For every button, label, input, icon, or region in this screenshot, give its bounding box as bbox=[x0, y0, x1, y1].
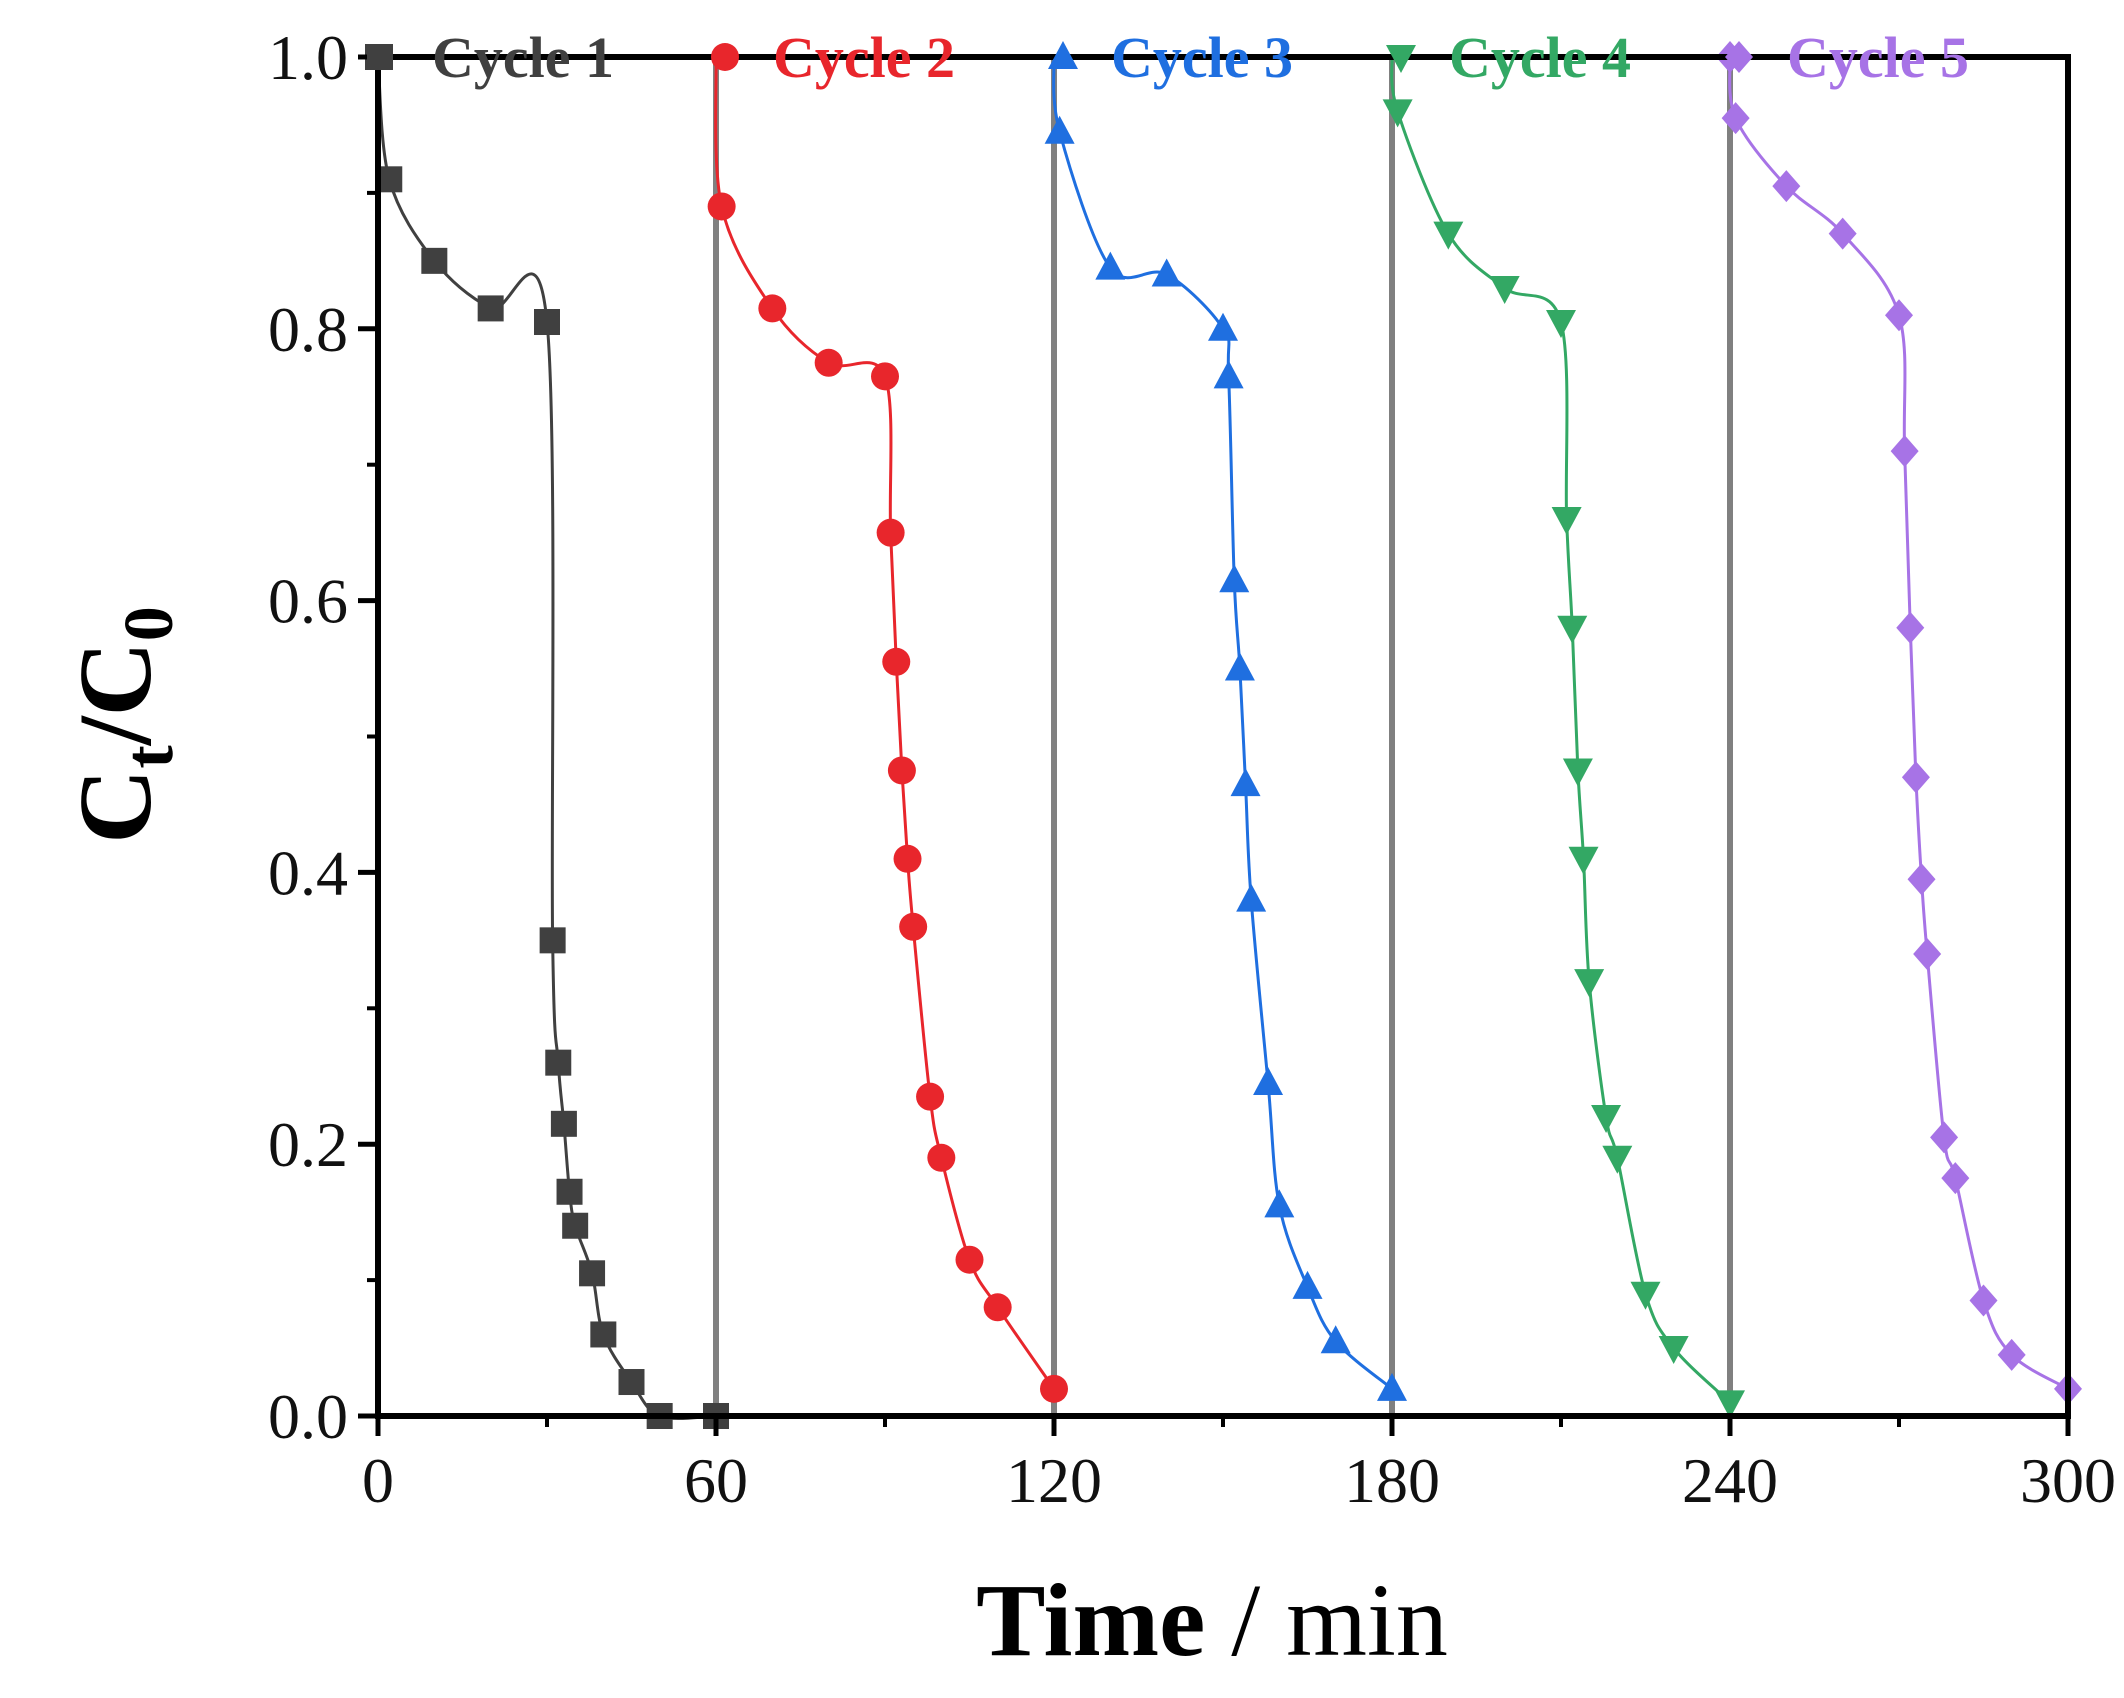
cycle-separators bbox=[713, 57, 1733, 1416]
data-point-cycle-5 bbox=[1885, 299, 1913, 332]
data-point-cycle-2 bbox=[882, 647, 911, 676]
data-point-cycle-1 bbox=[550, 1110, 577, 1137]
x-tick-label: 0 bbox=[362, 1445, 394, 1516]
legend-marker-cycle-5 bbox=[1725, 41, 1753, 73]
data-point-cycle-3 bbox=[1095, 251, 1126, 280]
legend-label-cycle-4: Cycle 4 bbox=[1449, 25, 1631, 90]
data-point-cycle-5 bbox=[1721, 102, 1750, 135]
legend: Cycle 1 Cycle 2 Cycle 3 Cycle 4 Cycle 5 bbox=[367, 25, 1969, 90]
data-point-cycle-5 bbox=[1969, 1284, 1998, 1317]
data-point-cycle-3 bbox=[1253, 1067, 1284, 1096]
y-tick-label: 0.0 bbox=[268, 1381, 348, 1452]
y-axis-title: Ct/C0 bbox=[58, 606, 188, 843]
y-tick-label: 0.4 bbox=[268, 837, 348, 908]
legend-marker-cycle-2 bbox=[711, 43, 739, 71]
legend-label-cycle-1: Cycle 1 bbox=[432, 25, 614, 90]
data-point-cycle-4 bbox=[1602, 1145, 1633, 1174]
y-axis-ticks: 0.0 0.2 0.4 0.6 0.8 1.0 bbox=[268, 22, 378, 1452]
data-point-cycle-5 bbox=[1772, 170, 1801, 203]
data-point-cycle-1 bbox=[545, 1049, 572, 1076]
data-point-cycle-2 bbox=[758, 294, 787, 323]
data-point-cycle-4 bbox=[1658, 1336, 1689, 1365]
x-axis-title: Time / min bbox=[976, 1563, 1448, 1678]
data-point-cycle-2 bbox=[916, 1082, 945, 1111]
y-tick-label: 0.2 bbox=[268, 1109, 348, 1180]
data-point-cycle-2 bbox=[899, 912, 928, 941]
data-point-cycle-4 bbox=[1546, 310, 1576, 339]
data-point-cycle-3 bbox=[1224, 652, 1255, 681]
data-point-cycle-5 bbox=[1907, 863, 1936, 896]
data-point-cycle-2 bbox=[707, 192, 736, 221]
data-point-cycle-2 bbox=[983, 1293, 1012, 1322]
data-point-cycle-5 bbox=[1913, 937, 1942, 970]
data-point-cycle-4 bbox=[1557, 615, 1588, 644]
data-point-cycle-3 bbox=[1208, 312, 1238, 341]
y-tick-label: 0.8 bbox=[268, 294, 348, 365]
data-point-cycle-1 bbox=[590, 1321, 617, 1348]
series-line-cycle-4 bbox=[1390, 56, 1732, 1404]
data-point-cycle-4 bbox=[1551, 507, 1582, 536]
data-point-cycle-3 bbox=[1236, 883, 1267, 912]
data-point-cycle-2 bbox=[955, 1245, 984, 1274]
data-point-cycle-2 bbox=[814, 348, 843, 377]
data-point-cycle-5 bbox=[1930, 1121, 1959, 1154]
data-point-cycle-4 bbox=[1630, 1281, 1661, 1310]
data-point-cycle-2 bbox=[893, 844, 922, 873]
data-point-cycle-2 bbox=[1040, 1374, 1068, 1403]
data-point-cycle-1 bbox=[421, 247, 448, 274]
data-point-cycle-3 bbox=[1377, 1372, 1407, 1401]
data-point-cycle-1 bbox=[534, 309, 560, 336]
data-point-cycle-3 bbox=[1213, 360, 1244, 389]
data-point-cycle-5 bbox=[1997, 1338, 2026, 1371]
data-point-cycle-2 bbox=[876, 518, 905, 547]
legend-label-cycle-5: Cycle 5 bbox=[1787, 25, 1969, 90]
data-point-cycle-5 bbox=[1828, 217, 1857, 250]
data-point-cycle-3 bbox=[1219, 564, 1250, 593]
data-point-cycle-1 bbox=[539, 927, 566, 954]
data-point-cycle-4 bbox=[1568, 846, 1599, 875]
data-point-cycle-5 bbox=[1941, 1162, 1970, 1195]
data-point-cycle-5 bbox=[1890, 435, 1919, 468]
x-tick-label: 120 bbox=[1006, 1445, 1102, 1516]
data-point-cycle-5 bbox=[1896, 611, 1925, 644]
legend-label-cycle-3: Cycle 3 bbox=[1111, 25, 1293, 90]
data-point-cycle-5 bbox=[1901, 761, 1930, 794]
legend-marker-cycle-4 bbox=[1386, 45, 1416, 73]
data-point-cycle-4 bbox=[1433, 221, 1464, 250]
x-tick-label: 60 bbox=[684, 1445, 748, 1516]
data-point-cycle-4 bbox=[1715, 1390, 1745, 1419]
data-point-cycle-4 bbox=[1382, 99, 1413, 128]
legend-marker-cycle-1 bbox=[367, 44, 393, 70]
data-point-cycle-3 bbox=[1292, 1270, 1323, 1299]
data-point-cycle-2 bbox=[887, 756, 916, 785]
data-point-cycle-1 bbox=[618, 1369, 645, 1396]
data-point-cycle-4 bbox=[1574, 969, 1605, 998]
data-point-cycle-4 bbox=[1489, 276, 1520, 305]
data-point-cycle-4 bbox=[1591, 1105, 1622, 1134]
data-point-cycle-2 bbox=[927, 1143, 956, 1172]
data-point-cycle-2 bbox=[871, 362, 899, 391]
x-tick-label: 300 bbox=[2020, 1445, 2116, 1516]
data-point-cycle-1 bbox=[556, 1178, 583, 1205]
data-point-cycle-3 bbox=[1044, 115, 1075, 144]
data-point-cycle-3 bbox=[1151, 258, 1182, 287]
y-tick-label: 1.0 bbox=[268, 22, 348, 93]
data-point-cycle-3 bbox=[1230, 768, 1261, 797]
legend-label-cycle-2: Cycle 2 bbox=[773, 25, 955, 90]
data-point-cycle-3 bbox=[1320, 1325, 1351, 1354]
data-point-cycle-1 bbox=[562, 1212, 589, 1239]
y-tick-label: 0.6 bbox=[268, 566, 348, 637]
data-point-cycle-3 bbox=[1264, 1189, 1295, 1218]
data-point-cycle-4 bbox=[1562, 758, 1593, 787]
data-point-cycle-1 bbox=[579, 1260, 606, 1287]
legend-marker-cycle-3 bbox=[1048, 41, 1078, 69]
x-tick-label: 180 bbox=[1344, 1445, 1440, 1516]
x-axis-ticks: 0 60 120 180 240 300 bbox=[362, 1416, 2116, 1516]
x-tick-label: 240 bbox=[1682, 1445, 1778, 1516]
data-point-cycle-1 bbox=[477, 295, 504, 322]
